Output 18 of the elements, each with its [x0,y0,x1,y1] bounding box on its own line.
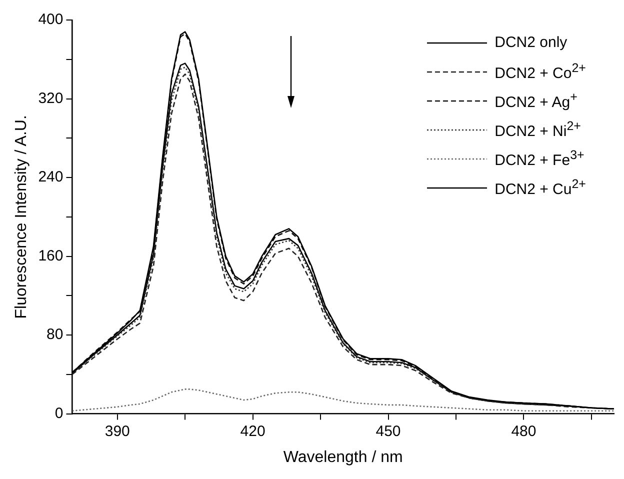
y-tick-label: 160 [38,247,64,264]
legend-label: DCN2 only [494,34,568,51]
x-tick-label: 480 [511,422,536,440]
legend-label: DCN2 + Ni$^{2+}$ [494,119,581,140]
legend-label: DCN2 + Cu$^{2+}$ [494,177,586,198]
x-tick-label: 450 [376,422,401,440]
y-tick-label: 400 [38,11,64,28]
x-tick-label: 390 [104,422,130,440]
y-tick-label: 80 [46,326,64,344]
legend-label: DCN2 + Fe$^{3+}$ [494,148,584,169]
y-tick-label: 0 [54,404,64,422]
legend-label: DCN2 + Ag$^{+}$ [494,90,578,111]
y-tick-label: 320 [38,90,64,107]
y-axis-title: Fluorescence Intensity / A.U. [13,115,30,319]
x-tick-label: 420 [240,422,266,440]
legend-label: DCN2 + Co$^{2+}$ [494,61,586,82]
y-tick-label: 240 [38,168,64,186]
x-axis-title: Wavelength / nm [283,448,403,466]
